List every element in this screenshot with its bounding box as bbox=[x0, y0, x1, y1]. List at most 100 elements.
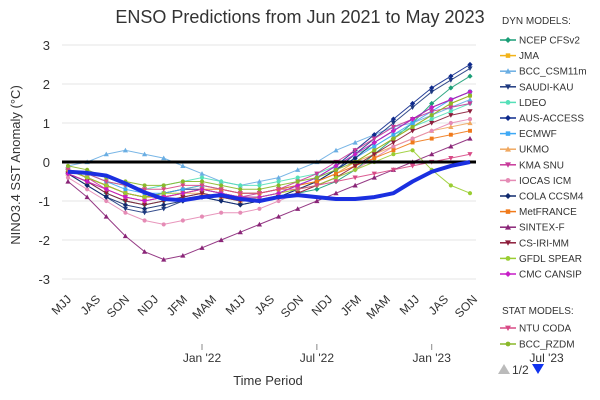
data-point bbox=[371, 152, 377, 157]
legend: NCEP CFSv2 JMA BCC_CSM11m SAUDI-KAU LDEO AUS-… bbox=[500, 36, 587, 351]
data-point bbox=[429, 109, 435, 114]
data-point bbox=[218, 187, 224, 192]
legend-item-saudi-kau[interactable]: SAUDI-KAU bbox=[500, 82, 573, 93]
legend-item-gfdl-spear[interactable]: GFDL SPEAR bbox=[500, 254, 582, 265]
data-point bbox=[314, 175, 319, 180]
legend-item-cmc-cansip[interactable]: CMC CANSIP bbox=[500, 270, 582, 281]
data-point bbox=[295, 175, 300, 180]
data-point bbox=[410, 140, 415, 145]
series-sintex-f[interactable] bbox=[65, 136, 473, 262]
legend-item-metfrance[interactable]: MetFRANCE bbox=[500, 207, 577, 218]
data-point bbox=[372, 144, 377, 149]
data-point bbox=[371, 132, 377, 138]
data-point bbox=[84, 178, 90, 185]
data-point bbox=[161, 191, 166, 196]
legend-label: IOCAS ICM bbox=[519, 176, 571, 187]
data-point bbox=[141, 249, 148, 254]
data-point bbox=[142, 195, 147, 200]
data-point bbox=[65, 178, 71, 184]
data-point bbox=[122, 206, 129, 212]
data-point bbox=[199, 214, 205, 219]
data-point bbox=[237, 229, 243, 235]
data-point bbox=[295, 182, 301, 188]
data-point bbox=[141, 206, 148, 212]
data-point bbox=[237, 191, 243, 196]
data-point bbox=[391, 132, 396, 137]
series-bcc-rzdm[interactable] bbox=[65, 93, 473, 192]
legend-marker bbox=[505, 146, 511, 152]
legend-item-sintex-f[interactable]: SINTEX-F bbox=[500, 223, 565, 234]
legend-item-ukmo[interactable]: UKMO bbox=[500, 145, 549, 156]
series-line bbox=[67, 138, 471, 261]
data-point bbox=[161, 202, 167, 208]
data-point bbox=[219, 179, 224, 184]
data-point bbox=[276, 183, 281, 188]
data-point bbox=[448, 156, 454, 161]
data-point bbox=[275, 214, 282, 219]
legend-item-cola-ccsm4[interactable]: COLA CCSM4 bbox=[500, 192, 584, 203]
data-point bbox=[391, 144, 396, 149]
data-point bbox=[141, 187, 148, 192]
legend-item-aus-access[interactable]: AUS-ACCESS bbox=[500, 114, 584, 125]
data-point bbox=[65, 175, 71, 180]
data-point bbox=[314, 198, 320, 204]
legend-item-bcc-csm11m[interactable]: BCC_CSM11m bbox=[500, 67, 587, 78]
legend-dyn-title: DYN MODELS: bbox=[502, 16, 571, 27]
data-point bbox=[467, 73, 473, 79]
data-point bbox=[390, 167, 397, 173]
season-tick-label: MAM bbox=[363, 292, 393, 322]
legend-marker bbox=[505, 240, 511, 246]
legend-item-kma-snu[interactable]: KMA SNU bbox=[500, 160, 564, 171]
data-point bbox=[429, 136, 434, 141]
season-tick-label: JAS bbox=[252, 292, 277, 317]
legend-label: CMC CANSIP bbox=[519, 270, 582, 281]
legend-item-ecmwf[interactable]: ECMWF bbox=[500, 129, 557, 140]
legend-label: NTU CODA bbox=[519, 324, 572, 335]
data-point bbox=[276, 179, 281, 184]
data-point bbox=[448, 143, 454, 149]
data-point bbox=[256, 194, 263, 200]
data-point bbox=[333, 179, 339, 185]
series-line bbox=[67, 91, 471, 202]
date-tick-label: Jan '22 bbox=[183, 351, 222, 365]
legend-item-bcc-rzdm[interactable]: BCC_RZDM bbox=[500, 340, 575, 351]
pager-prev-icon[interactable] bbox=[498, 364, 510, 374]
data-point bbox=[372, 156, 377, 161]
legend-item-cs-iri-mm[interactable]: CS-IRI-MM bbox=[500, 238, 569, 249]
legend-item-ncep-cfsv2[interactable]: NCEP CFSv2 bbox=[500, 36, 580, 47]
pager-next-icon[interactable] bbox=[532, 364, 544, 374]
legend-item-ldeo[interactable]: LDEO bbox=[500, 98, 546, 109]
data-point bbox=[467, 152, 473, 157]
data-point bbox=[123, 191, 128, 196]
data-point bbox=[409, 128, 416, 134]
data-point bbox=[161, 222, 166, 227]
season-tick-label: JAS bbox=[78, 292, 103, 317]
season-tick-label: MJJ bbox=[397, 292, 422, 317]
legend-item-iocas-icm[interactable]: IOCAS ICM bbox=[500, 176, 571, 187]
data-point bbox=[333, 175, 339, 180]
data-point bbox=[85, 167, 90, 172]
data-point bbox=[410, 124, 415, 129]
y-tick-label: -1 bbox=[38, 194, 50, 209]
data-point bbox=[295, 167, 301, 172]
pager-label: 1/2 bbox=[512, 363, 529, 377]
data-point bbox=[180, 218, 185, 223]
data-point bbox=[141, 198, 148, 204]
data-point bbox=[161, 187, 167, 192]
data-point bbox=[199, 183, 205, 188]
data-point bbox=[180, 253, 186, 258]
legend-marker bbox=[505, 68, 511, 74]
data-point bbox=[467, 93, 473, 98]
legend-item-ntu-coda[interactable]: NTU CODA bbox=[500, 324, 572, 335]
data-point bbox=[256, 178, 263, 184]
legend-item-jma[interactable]: JMA bbox=[500, 51, 539, 62]
legend-label: ECMWF bbox=[519, 129, 557, 140]
data-point bbox=[448, 109, 453, 114]
data-point bbox=[161, 256, 167, 262]
forecast-series bbox=[62, 61, 476, 262]
data-point bbox=[104, 198, 109, 204]
legend-marker bbox=[505, 37, 511, 43]
data-point bbox=[295, 187, 301, 192]
legend-label: KMA SNU bbox=[519, 160, 564, 171]
legend-marker bbox=[505, 256, 511, 261]
